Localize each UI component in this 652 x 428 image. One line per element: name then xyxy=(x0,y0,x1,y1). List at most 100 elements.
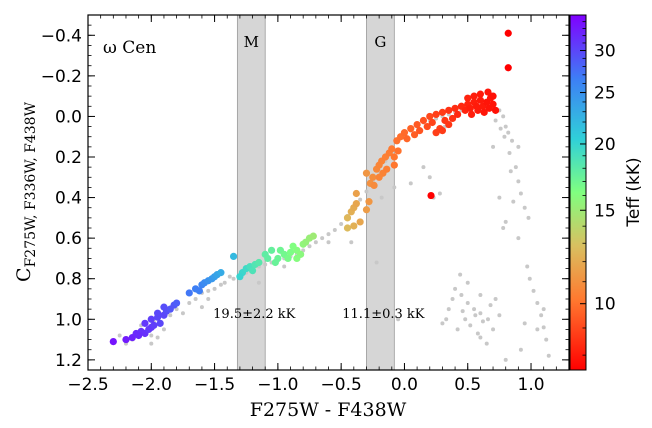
teff-star-point xyxy=(293,254,301,263)
teff-star-point xyxy=(407,125,415,133)
teff-star-point xyxy=(141,319,149,327)
grey-star-point xyxy=(518,347,523,352)
teff-star-point xyxy=(451,104,459,112)
grey-star-point xyxy=(531,288,536,293)
colorbar-tick-label: 10 xyxy=(594,295,616,315)
y-axis-label-main: C xyxy=(13,267,35,282)
teff-star-point xyxy=(427,191,435,200)
x-tick-label: 1.0 xyxy=(518,375,545,395)
teff-star-point xyxy=(135,331,143,340)
grey-star-point xyxy=(463,317,468,322)
teff-star-point xyxy=(464,94,472,102)
jump-band-m xyxy=(236,15,266,370)
grey-star-point xyxy=(541,325,546,330)
teff-star-point xyxy=(416,127,424,135)
colorbar-tick-label: 15 xyxy=(594,201,616,221)
svg-text:CF275W, F336W, F438W: CF275W, F336W, F438W xyxy=(13,101,39,282)
teff-star-point xyxy=(419,116,428,125)
grey-star-point xyxy=(465,301,470,306)
grey-star-point xyxy=(326,232,331,237)
y-tick-label: 0.6 xyxy=(55,229,82,249)
teff-star-point xyxy=(147,315,155,323)
jump-temperature-m: 19.5±2.2 kK xyxy=(213,307,296,322)
grey-star-point xyxy=(349,240,354,245)
grey-star-point xyxy=(263,262,268,267)
grey-star-point xyxy=(518,191,523,196)
teff-star-point xyxy=(369,173,377,181)
grey-star-point xyxy=(161,327,166,332)
teff-star-point xyxy=(383,165,391,173)
grey-star-point xyxy=(516,236,521,241)
grey-star-point xyxy=(544,337,549,342)
teff-star-point xyxy=(484,88,492,96)
y-axis-label: CF275W, F336W, F438W xyxy=(13,101,39,282)
grey-star-point xyxy=(491,144,496,149)
teff-star-point xyxy=(271,258,279,267)
grey-star-point xyxy=(522,205,527,210)
teff-stars-series xyxy=(109,29,512,346)
grey-star-point xyxy=(480,319,485,324)
grey-star-point xyxy=(516,179,521,184)
teff-star-point xyxy=(504,29,512,37)
grey-star-point xyxy=(475,331,480,336)
teff-star-point xyxy=(309,232,317,240)
jump-name-m: M xyxy=(244,33,259,51)
x-tick-label: −1.0 xyxy=(257,375,298,395)
teff-star-point xyxy=(267,246,276,254)
grey-star-point xyxy=(374,260,379,265)
teff-star-point xyxy=(343,224,352,232)
grey-star-point xyxy=(212,286,217,291)
grey-star-point xyxy=(437,191,442,196)
y-tick-label: −0.2 xyxy=(41,67,82,87)
teff-star-point xyxy=(365,198,373,206)
teff-star-point xyxy=(173,299,181,307)
teff-star-point xyxy=(160,303,168,311)
grey-star-point xyxy=(193,297,198,301)
grey-star-point xyxy=(168,313,173,318)
grey-star-point xyxy=(497,195,502,200)
y-tick-label: 0.4 xyxy=(55,189,82,209)
colorbar xyxy=(569,14,587,371)
grey-star-point xyxy=(444,317,449,322)
teff-star-point xyxy=(248,267,257,275)
teff-star-point xyxy=(426,112,434,121)
grey-star-point xyxy=(218,282,223,287)
grey-star-point xyxy=(149,333,154,338)
grey-star-point xyxy=(493,118,498,123)
teff-star-point xyxy=(362,169,371,177)
y-tick-label: 0.0 xyxy=(55,107,82,127)
grey-star-point xyxy=(459,292,464,297)
grey-star-point xyxy=(539,313,544,318)
grey-star-point xyxy=(478,335,483,340)
teff-star-point xyxy=(185,289,193,297)
grey-star-point xyxy=(507,150,512,155)
teff-star-point xyxy=(476,96,484,104)
grey-star-point xyxy=(493,297,498,301)
grey-star-point xyxy=(282,264,287,269)
grey-star-point xyxy=(117,333,122,338)
grey-star-point xyxy=(455,327,460,332)
grey-star-point xyxy=(358,197,363,202)
teff-star-point xyxy=(504,64,512,72)
grey-star-point xyxy=(546,353,551,358)
grey-star-point xyxy=(408,181,413,186)
grey-star-point xyxy=(508,169,513,174)
x-tick-label: −2.5 xyxy=(67,375,108,395)
grey-star-point xyxy=(227,274,232,279)
teff-star-point xyxy=(154,309,162,317)
teff-star-point xyxy=(195,287,203,295)
grey-star-point xyxy=(478,311,483,316)
teff-star-point xyxy=(480,108,488,116)
grey-star-point xyxy=(440,321,445,326)
grey-star-point xyxy=(231,276,236,281)
teff-star-point xyxy=(489,100,497,108)
grey-star-point xyxy=(149,341,154,346)
grey-star-point xyxy=(527,276,532,281)
cluster-label: ω Cen xyxy=(103,38,156,58)
x-axis-label: F275W - F438W xyxy=(250,399,407,421)
grey-star-point xyxy=(541,307,546,312)
teff-star-point xyxy=(432,129,440,137)
teff-star-point xyxy=(229,252,238,260)
grey-star-point xyxy=(478,292,483,297)
y-tick-label: 1.0 xyxy=(55,310,82,330)
